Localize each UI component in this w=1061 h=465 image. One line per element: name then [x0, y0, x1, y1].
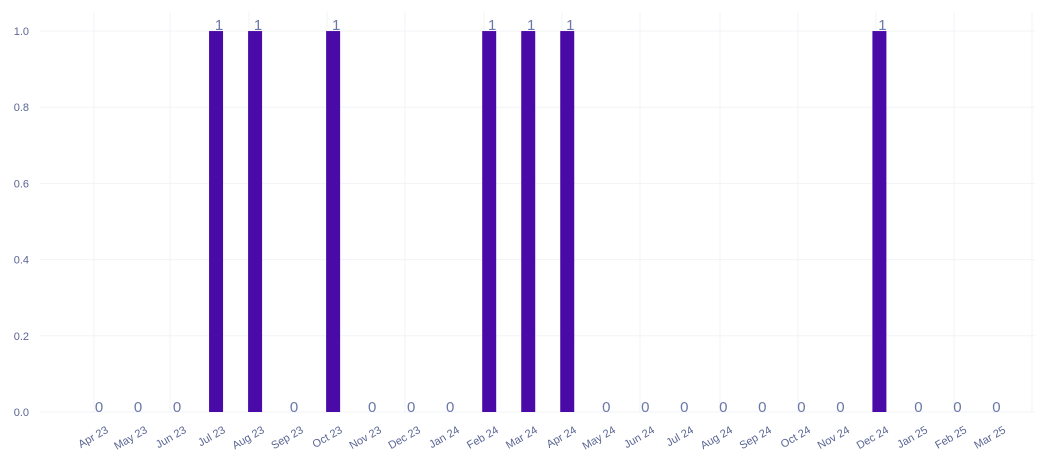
data-label: 0 — [95, 399, 103, 416]
y-tick-label: 0.2 — [14, 331, 29, 343]
data-label: 0 — [836, 399, 844, 416]
bar[interactable] — [482, 31, 497, 413]
data-label: 0 — [719, 399, 727, 416]
x-tick-label: Feb 24 — [465, 424, 501, 452]
data-label: 0 — [641, 399, 649, 416]
x-tick-label: Oct 23 — [311, 424, 345, 451]
bars-layer — [209, 31, 887, 413]
x-tick-label: Dec 23 — [386, 424, 422, 452]
y-axis: 0.0 0.2 0.4 0.6 0.8 1.0 — [14, 26, 29, 419]
data-label: 0 — [992, 399, 1000, 416]
x-tick-label: Jul 24 — [664, 424, 695, 449]
x-tick-label: Jan 24 — [427, 424, 462, 451]
x-tick-label: Mar 25 — [972, 424, 1008, 452]
data-label: 1 — [215, 17, 223, 34]
y-tick-label: 0.0 — [14, 407, 29, 419]
data-label: 0 — [173, 399, 181, 416]
x-tick-label: Sep 24 — [738, 424, 774, 452]
bar[interactable] — [248, 31, 263, 413]
data-label: 1 — [527, 17, 535, 34]
data-label: 0 — [680, 399, 688, 416]
x-tick-label: Mar 24 — [504, 424, 540, 452]
y-tick-label: 0.6 — [14, 178, 29, 190]
x-tick-label: Jun 23 — [154, 424, 189, 451]
data-label: 1 — [878, 17, 886, 34]
x-tick-label: Dec 24 — [855, 424, 891, 452]
x-tick-label: May 23 — [112, 424, 149, 452]
x-tick-label: Jun 24 — [622, 424, 657, 451]
x-tick-label: Aug 24 — [699, 424, 735, 452]
data-label: 0 — [953, 399, 961, 416]
bar[interactable] — [521, 31, 536, 413]
data-label: 1 — [488, 17, 496, 34]
x-tick-label: Nov 23 — [347, 424, 383, 452]
data-label: 0 — [914, 399, 922, 416]
x-tick-label: Nov 24 — [816, 424, 852, 452]
bar[interactable] — [209, 31, 224, 413]
x-tick-label: Feb 25 — [933, 424, 969, 452]
data-label: 0 — [407, 399, 415, 416]
x-tick-label: Sep 23 — [269, 424, 305, 452]
data-label: 0 — [368, 399, 376, 416]
data-label: 1 — [332, 17, 340, 34]
data-label: 1 — [566, 17, 574, 34]
data-label: 0 — [134, 399, 142, 416]
y-tick-label: 0.8 — [14, 102, 29, 114]
y-tick-label: 1.0 — [14, 26, 29, 38]
x-tick-label: Jan 25 — [895, 424, 930, 451]
x-tick-label: Aug 23 — [230, 424, 266, 452]
data-label: 0 — [290, 399, 298, 416]
bar[interactable] — [560, 31, 575, 413]
x-tick-label: Oct 24 — [779, 424, 813, 451]
x-tick-label: Apr 24 — [545, 424, 579, 451]
x-tick-label: Jul 23 — [196, 424, 227, 449]
data-labels-layer: 0 0 0 1 1 0 1 0 0 0 1 1 1 0 0 0 0 0 0 0 1 0 0 0 — [95, 17, 1001, 416]
data-label: 0 — [446, 399, 454, 416]
data-label: 1 — [254, 17, 262, 34]
data-label: 0 — [602, 399, 610, 416]
bar[interactable] — [872, 31, 887, 413]
data-label: 0 — [758, 399, 766, 416]
y-tick-label: 0.4 — [14, 255, 29, 267]
data-label: 0 — [797, 399, 805, 416]
x-tick-label: May 24 — [581, 424, 618, 452]
x-tick-label: Apr 23 — [76, 424, 110, 451]
x-axis: Apr 23 May 23 Jun 23 Jul 23 Aug 23 Sep 23 Oct … — [76, 424, 1008, 452]
bar[interactable] — [326, 31, 341, 413]
